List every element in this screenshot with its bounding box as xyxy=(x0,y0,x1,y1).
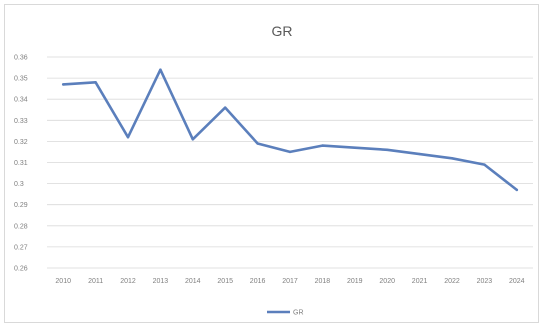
x-tick-label: 2023 xyxy=(477,278,493,285)
x-tick-label: 2019 xyxy=(347,278,363,285)
data-point xyxy=(418,152,421,156)
x-tick-label: 2020 xyxy=(379,278,395,285)
x-tick-label: 2015 xyxy=(217,278,233,285)
y-tick-label: 0.34 xyxy=(14,97,28,104)
y-tick-label: 0.26 xyxy=(14,266,28,273)
gridlines xyxy=(47,56,533,269)
chart-container: GR 0.36 0.35 0.34 0.33 0.32 0.31 0.3 0.29 0.28 0.… xyxy=(4,4,539,323)
y-tick-label: 0.36 xyxy=(14,55,28,62)
y-tick-label: 0.28 xyxy=(14,223,28,230)
y-tick-label: 0.27 xyxy=(14,244,28,251)
series-lines xyxy=(61,68,519,192)
y-tick-label: 0.32 xyxy=(14,139,28,146)
y-tick-label: 0.29 xyxy=(14,202,28,209)
y-tick-label: 0.31 xyxy=(14,160,28,167)
data-point xyxy=(159,68,162,71)
y-tick-label: 0.35 xyxy=(14,76,28,83)
chart-title: GR xyxy=(272,23,293,39)
y-tick-label: 0.3 xyxy=(14,181,24,188)
x-tick-label: 2010 xyxy=(55,278,71,285)
legend-label: GR xyxy=(293,310,304,317)
data-point xyxy=(191,138,194,141)
x-tick-label: 2013 xyxy=(153,278,169,285)
x-tick-label: 2012 xyxy=(120,278,136,285)
data-point xyxy=(62,83,65,86)
data-point xyxy=(256,142,259,145)
data-point xyxy=(126,135,130,139)
data-point xyxy=(288,150,292,154)
data-point xyxy=(353,146,356,149)
x-tick-label: 2014 xyxy=(185,278,201,285)
data-point xyxy=(515,188,518,192)
y-axis-tick-labels: 0.36 0.35 0.34 0.33 0.32 0.31 0.3 0.29 0.28 0.27 0… xyxy=(14,55,28,273)
x-tick-label: 2021 xyxy=(412,278,428,285)
x-axis-tick-labels: 2010 2011 2012 2013 2014 2015 2016 2017 2018 2019… xyxy=(55,278,524,285)
x-tick-label: 2022 xyxy=(444,278,460,285)
data-point xyxy=(224,106,227,109)
x-tick-label: 2018 xyxy=(315,278,331,285)
data-point xyxy=(483,163,486,166)
y-tick-label: 0.33 xyxy=(14,118,28,125)
data-point xyxy=(321,144,324,147)
series-line-gr xyxy=(61,68,519,192)
x-tick-label: 2024 xyxy=(509,278,525,285)
data-point xyxy=(450,157,454,160)
line-chart: GR 0.360.350.340.330.320.310.30.290.280.… xyxy=(14,23,533,317)
data-point xyxy=(94,81,97,84)
x-tick-label: 2011 xyxy=(88,278,103,285)
legend: GR xyxy=(267,310,304,317)
data-point xyxy=(386,148,389,152)
x-tick-label: 2017 xyxy=(282,278,298,285)
x-tick-label: 2016 xyxy=(250,278,266,285)
